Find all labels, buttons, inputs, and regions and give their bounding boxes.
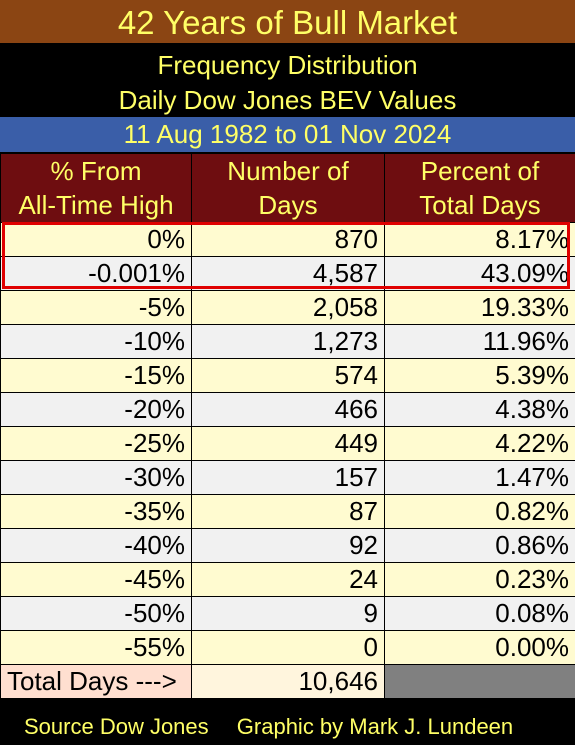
cell-pct-from-high: -20% xyxy=(0,392,192,427)
cell-days: 92 xyxy=(191,528,385,563)
subtitle-frequency: Frequency Distribution xyxy=(0,48,575,83)
table-row: -20% 466 4.38% xyxy=(0,392,575,427)
cell-days: 574 xyxy=(191,358,385,393)
cell-days: 4,587 xyxy=(191,256,385,291)
header-pct-from-high: % From All-Time High xyxy=(0,153,192,223)
cell-pct-from-high: 0% xyxy=(0,222,192,257)
cell-pct-from-high: -30% xyxy=(0,460,192,495)
date-range: 11 Aug 1982 to 01 Nov 2024 xyxy=(0,117,575,152)
cell-days: 0 xyxy=(191,630,385,665)
footer-credit: Graphic by Mark J. Lundeen xyxy=(236,714,514,739)
header-number-of-days-line2: Days xyxy=(258,190,318,220)
cell-pct-total: 0.00% xyxy=(384,630,575,665)
cell-days: 1,273 xyxy=(191,324,385,359)
table-row: -55% 0 0.00% xyxy=(0,630,575,665)
cell-pct-total: 0.08% xyxy=(384,596,575,631)
cell-days: 466 xyxy=(191,392,385,427)
cell-pct-from-high: -35% xyxy=(0,494,192,529)
cell-days: 24 xyxy=(191,562,385,597)
header-pct-from-high-line2: All-Time High xyxy=(18,190,174,220)
cell-pct-total: 4.38% xyxy=(384,392,575,427)
table-row: -0.001% 4,587 43.09% xyxy=(0,256,575,291)
cell-days: 9 xyxy=(191,596,385,631)
cell-days: 449 xyxy=(191,426,385,461)
table-row: -5% 2,058 19.33% xyxy=(0,290,575,325)
cell-pct-from-high: -40% xyxy=(0,528,192,563)
header-number-of-days: Number of Days xyxy=(191,153,385,223)
header-number-of-days-line1: Number of xyxy=(227,156,349,186)
cell-pct-total: 1.47% xyxy=(384,460,575,495)
total-blank-cell xyxy=(384,664,575,699)
cell-days: 87 xyxy=(191,494,385,529)
table-row: -45% 24 0.23% xyxy=(0,562,575,597)
header-percent-total-line1: Percent of xyxy=(420,156,540,186)
cell-pct-from-high: -0.001% xyxy=(0,256,192,291)
cell-pct-from-high: -50% xyxy=(0,596,192,631)
page-title: 42 Years of Bull Market xyxy=(0,0,575,45)
table-row: -50% 9 0.08% xyxy=(0,596,575,631)
subtitle-dow-bev: Daily Dow Jones BEV Values xyxy=(0,83,575,118)
cell-pct-from-high: -25% xyxy=(0,426,192,461)
cell-pct-total: 5.39% xyxy=(384,358,575,393)
cell-pct-total: 0.86% xyxy=(384,528,575,563)
cell-pct-total: 8.17% xyxy=(384,222,575,257)
footer: Source Dow Jones Graphic by Mark J. Lund… xyxy=(0,711,575,745)
total-days-value: 10,646 xyxy=(191,664,385,699)
header-pct-from-high-line1: % From xyxy=(50,156,142,186)
table-row: -35% 87 0.82% xyxy=(0,494,575,529)
table-row: -10% 1,273 11.96% xyxy=(0,324,575,359)
table-row: -15% 574 5.39% xyxy=(0,358,575,393)
cell-days: 870 xyxy=(191,222,385,257)
cell-pct-total: 43.09% xyxy=(384,256,575,291)
cell-pct-from-high: -55% xyxy=(0,630,192,665)
table-row: -30% 157 1.47% xyxy=(0,460,575,495)
table-row: 0% 870 8.17% xyxy=(0,222,575,257)
cell-pct-from-high: -15% xyxy=(0,358,192,393)
table-header-row: % From All-Time High Number of Days Perc… xyxy=(0,153,575,223)
cell-days: 157 xyxy=(191,460,385,495)
total-label: Total Days ---> xyxy=(0,664,192,699)
cell-pct-from-high: -45% xyxy=(0,562,192,597)
cell-pct-total: 11.96% xyxy=(384,324,575,359)
frequency-table: % From All-Time High Number of Days Perc… xyxy=(0,153,575,699)
cell-pct-total: 0.23% xyxy=(384,562,575,597)
cell-pct-from-high: -5% xyxy=(0,290,192,325)
cell-days: 2,058 xyxy=(191,290,385,325)
table-row: -25% 449 4.22% xyxy=(0,426,575,461)
cell-pct-total: 4.22% xyxy=(384,426,575,461)
cell-pct-total: 19.33% xyxy=(384,290,575,325)
cell-pct-total: 0.82% xyxy=(384,494,575,529)
cell-pct-from-high: -10% xyxy=(0,324,192,359)
footer-source: Source Dow Jones xyxy=(24,714,209,739)
table-row: -40% 92 0.86% xyxy=(0,528,575,563)
header-percent-total-line2: Total Days xyxy=(419,190,541,220)
total-row: Total Days ---> 10,646 xyxy=(0,664,575,699)
header-percent-total: Percent of Total Days xyxy=(384,153,575,223)
